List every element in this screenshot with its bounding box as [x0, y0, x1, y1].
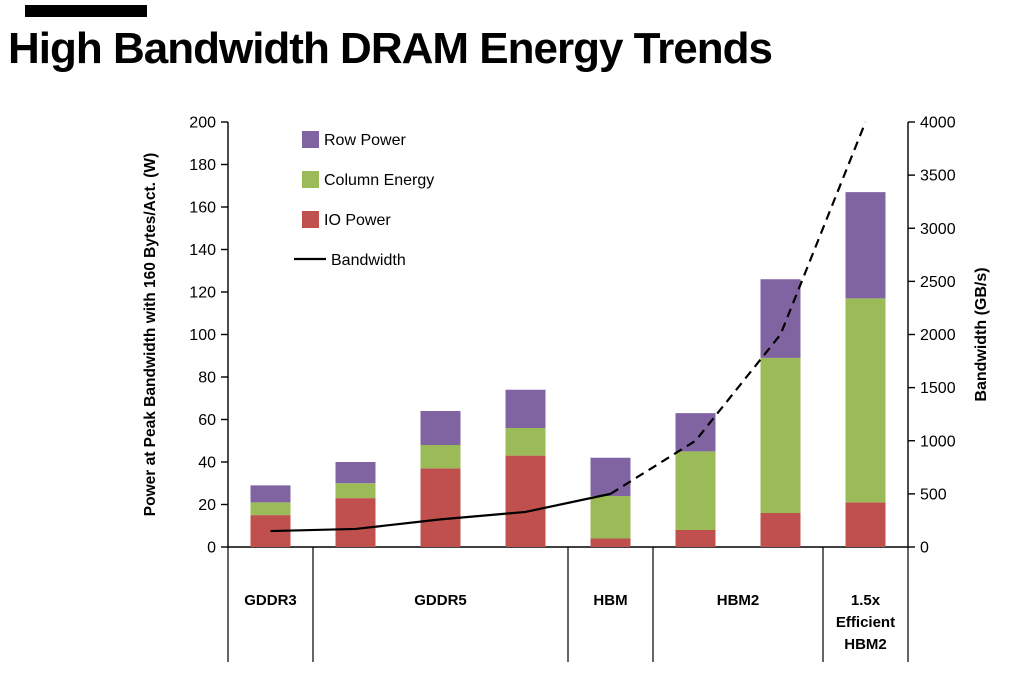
y-right-axis-title: Bandwidth (GB/s): [973, 267, 990, 401]
y-right-tick-label: 2500: [920, 274, 956, 291]
legend-label-io-power: IO Power: [324, 212, 391, 229]
bar-segment-io-power: [335, 498, 376, 547]
bar-segment-io-power: [505, 455, 546, 547]
category-label: GDDR5: [414, 592, 467, 609]
bar-segment-row-power: [760, 279, 801, 358]
bar-segment-column-energy: [250, 502, 291, 516]
y-left-tick-label: 160: [189, 200, 216, 217]
category-label: HBM2: [717, 592, 760, 609]
y-right-tick-label: 500: [920, 486, 947, 503]
bar-segment-row-power: [505, 389, 546, 428]
bar-segment-row-power: [250, 485, 291, 503]
category-label: HBM2: [844, 636, 887, 653]
category-label: 1.5x: [851, 592, 881, 609]
legend-swatch-row-power: [302, 131, 319, 148]
y-left-axis-title: Power at Peak Bandwidth with 160 Bytes/A…: [142, 153, 159, 516]
bar-segment-row-power: [590, 457, 631, 496]
legend-swatch-io-power: [302, 211, 319, 228]
bar-segment-column-energy: [590, 496, 631, 539]
y-left-tick-label: 40: [198, 455, 216, 472]
y-left-tick-label: 0: [207, 540, 216, 557]
legend-label-bandwidth: Bandwidth: [331, 252, 406, 269]
y-left-tick-label: 120: [189, 285, 216, 302]
y-left-tick-label: 140: [189, 242, 216, 259]
page-title: High Bandwidth DRAM Energy Trends: [8, 24, 773, 73]
y-right-tick-label: 1500: [920, 380, 956, 397]
bandwidth-line-projected: [609, 121, 867, 495]
y-right-tick-label: 3500: [920, 168, 956, 185]
bar-segment-io-power: [675, 530, 716, 547]
y-left-tick-label: 60: [198, 412, 216, 429]
category-label: Efficient: [836, 614, 895, 631]
y-right-tick-label: 3000: [920, 221, 956, 238]
bar-segment-row-power: [335, 462, 376, 484]
bars: [250, 192, 886, 547]
category-label: GDDR3: [244, 592, 297, 609]
y-right-tick-label: 2000: [920, 327, 956, 344]
bar-segment-column-energy: [760, 357, 801, 513]
bar-segment-row-power: [845, 192, 886, 299]
y-left-tick-label: 20: [198, 497, 216, 514]
y-right-tick-label: 0: [920, 540, 929, 557]
bar-segment-column-energy: [845, 298, 886, 503]
bar-segment-io-power: [420, 468, 461, 547]
bar-segment-io-power: [845, 502, 886, 547]
legend-label-row-power: Row Power: [324, 132, 406, 149]
bar-segment-io-power: [590, 538, 631, 547]
bar-segment-row-power: [675, 413, 716, 452]
legend: Row Power Column Energy IO Power Bandwidth: [294, 131, 434, 269]
category-label: HBM: [593, 592, 627, 609]
bar-segment-column-energy: [420, 445, 461, 469]
bar-segment-column-energy: [675, 451, 716, 530]
bar-segment-row-power: [420, 411, 461, 445]
legend-swatch-column-energy: [302, 171, 319, 188]
bandwidth-line-solid: [270, 492, 611, 533]
y-left-tick-label: 100: [189, 327, 216, 344]
bar-segment-column-energy: [505, 428, 546, 456]
slide-accent-bar: [25, 5, 147, 17]
y-left-tick-label: 200: [189, 115, 216, 132]
bar-segment-io-power: [760, 513, 801, 547]
y-left-tick-label: 80: [198, 370, 216, 387]
y-right-tick-label: 4000: [920, 115, 956, 132]
y-left-tick-label: 180: [189, 157, 216, 174]
bar-segment-column-energy: [335, 483, 376, 499]
legend-label-column-energy: Column Energy: [324, 172, 434, 189]
y-right-tick-label: 1000: [920, 433, 956, 450]
